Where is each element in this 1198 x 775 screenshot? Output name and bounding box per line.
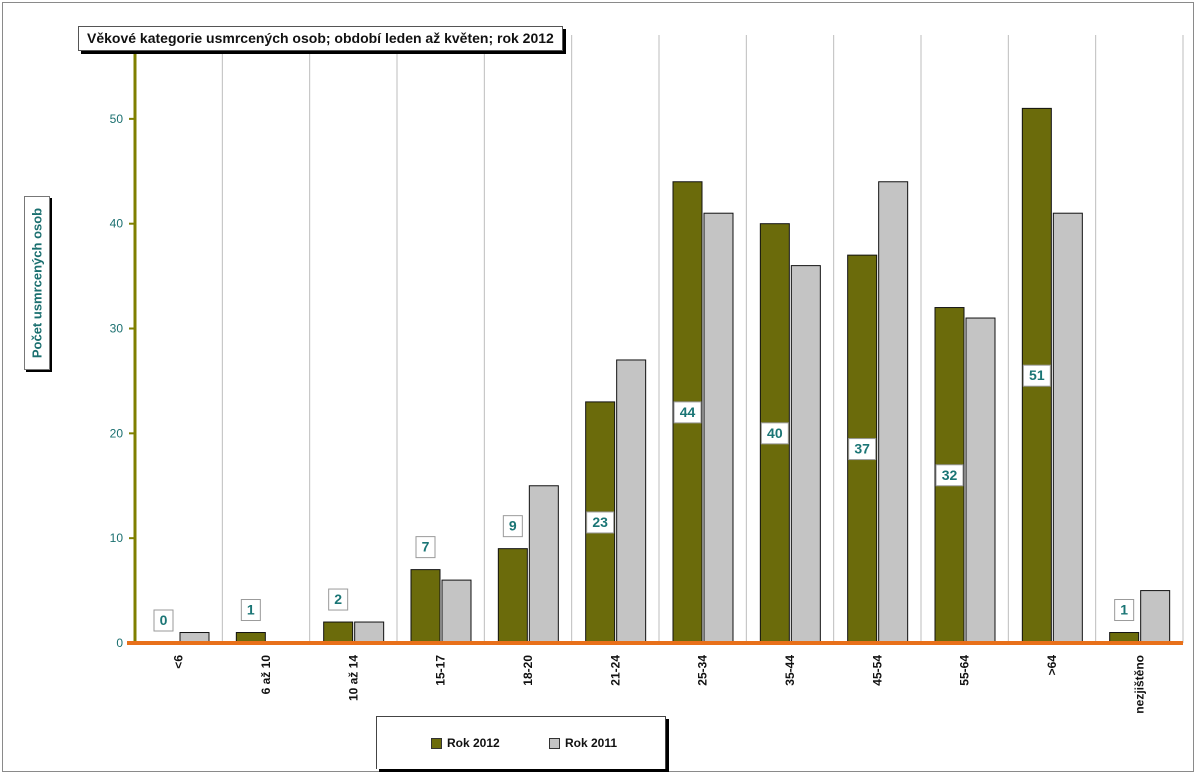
x-tick-label: 55-64 xyxy=(958,655,972,686)
data-label: 40 xyxy=(767,425,783,441)
bar-2011 xyxy=(528,485,559,644)
data-label-box xyxy=(760,422,789,445)
data-label: 44 xyxy=(680,404,696,420)
data-label: 9 xyxy=(509,518,517,534)
data-label: 51 xyxy=(1029,367,1045,383)
y-tick-label: 50 xyxy=(110,112,124,126)
data-label-box xyxy=(586,511,615,534)
legend-item-2012: Rok 2012 xyxy=(431,736,500,750)
y-axis-label: Počet usmrcených osob xyxy=(29,207,45,359)
data-label: 37 xyxy=(854,441,870,457)
x-tick-label: <6 xyxy=(172,655,186,669)
data-label: 23 xyxy=(592,514,608,530)
x-tick-label: 10 až 14 xyxy=(346,655,360,701)
data-label-box xyxy=(502,515,523,538)
y-tick-label: 10 xyxy=(110,531,124,545)
y-tick-label: 20 xyxy=(110,426,124,440)
x-tick-label: 15-17 xyxy=(434,655,448,686)
data-label-box xyxy=(848,438,877,461)
x-tick-label: 45-54 xyxy=(870,655,884,686)
x-tick-label: 25-34 xyxy=(696,655,710,686)
bar-2011 xyxy=(616,359,647,644)
y-tick-label: 0 xyxy=(116,636,123,650)
legend-label-2012: Rok 2012 xyxy=(447,736,500,750)
data-label-box xyxy=(153,609,174,632)
data-label-box xyxy=(415,536,436,559)
y-tick-label: 40 xyxy=(110,217,124,231)
bar-2012 xyxy=(497,548,528,644)
x-tick-label: 35-44 xyxy=(783,655,797,686)
bar-2011 xyxy=(703,212,734,644)
legend-swatch-2012 xyxy=(431,737,442,749)
data-label-box xyxy=(935,464,964,487)
chart-title: Věkové kategorie usmrcených osob; období… xyxy=(78,26,563,51)
data-label-box xyxy=(673,401,702,424)
bar-2011 xyxy=(354,621,385,644)
y-axis-label-box: Počet usmrcených osob xyxy=(24,196,50,370)
bar-2011 xyxy=(790,265,821,644)
data-label-box xyxy=(240,599,261,622)
bar-2012 xyxy=(323,621,354,644)
legend: Rok 2012 Rok 2011 xyxy=(376,716,666,769)
data-label: 2 xyxy=(334,591,342,607)
data-label: 1 xyxy=(247,602,255,618)
bar-2012 xyxy=(410,569,441,644)
data-label-box xyxy=(328,588,349,611)
x-tick-label: nezjištěno xyxy=(1132,655,1146,714)
legend-swatch-2011 xyxy=(549,737,560,749)
x-tick-label: 18-20 xyxy=(521,655,535,686)
bar-2011 xyxy=(1140,590,1171,644)
bar-2011 xyxy=(1052,212,1083,644)
x-tick-label: 21-24 xyxy=(608,655,622,686)
bar-2011 xyxy=(441,579,472,644)
data-label-box xyxy=(1114,599,1135,622)
legend-label-2011: Rok 2011 xyxy=(565,736,618,750)
bar-2011 xyxy=(878,181,909,644)
x-tick-label: 6 až 10 xyxy=(259,655,273,695)
data-label: 0 xyxy=(160,612,168,628)
y-tick-label: 30 xyxy=(110,322,124,336)
legend-item-2011: Rok 2011 xyxy=(549,736,617,750)
data-label-box xyxy=(1022,364,1051,387)
x-tick-label: >64 xyxy=(1045,655,1059,676)
data-label: 7 xyxy=(422,539,430,555)
bar-2011 xyxy=(965,317,996,644)
data-label: 32 xyxy=(942,467,958,483)
data-label: 1 xyxy=(1120,602,1128,618)
